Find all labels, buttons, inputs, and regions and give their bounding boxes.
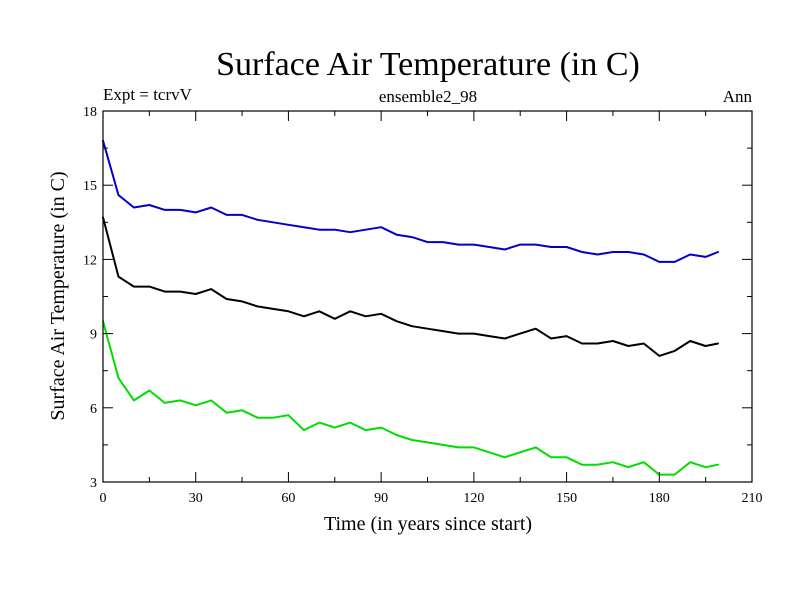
x-tick-label: 60 [281, 491, 295, 506]
x-tick-label: 210 [742, 491, 763, 506]
plot-frame [102, 110, 753, 483]
y-tick-label: 12 [83, 253, 97, 268]
y-tick-label: 6 [90, 402, 97, 417]
period-label: Ann [723, 87, 753, 106]
ensemble-label: ensemble2_98 [379, 87, 477, 106]
chart-title: Surface Air Temperature (in C) [216, 46, 640, 83]
x-tick-label: 150 [556, 491, 577, 506]
y-axis-label: Surface Air Temperature (in C) [47, 171, 69, 420]
x-axis-label: Time (in years since start) [324, 513, 532, 535]
y-tick-label: 3 [90, 476, 97, 491]
series-line-middle [102, 216, 719, 357]
y-tick-label: 9 [90, 328, 97, 343]
expt-label: Expt = tcrvV [103, 85, 193, 104]
x-tick-label: 120 [463, 491, 484, 506]
series-line-upper [102, 139, 719, 263]
x-tick-label: 30 [189, 491, 203, 506]
series-line-lower [102, 320, 719, 476]
x-tick-label: 90 [374, 491, 388, 506]
series-layer [102, 139, 719, 476]
x-tick-label: 180 [649, 491, 670, 506]
ticks-layer: 0 30 60 90 120 150 180 210 3 6 9 12 15 18 [83, 105, 763, 506]
x-tick-label: 0 [100, 491, 107, 506]
y-tick-label: 18 [83, 105, 97, 120]
y-tick-label: 15 [83, 179, 97, 194]
